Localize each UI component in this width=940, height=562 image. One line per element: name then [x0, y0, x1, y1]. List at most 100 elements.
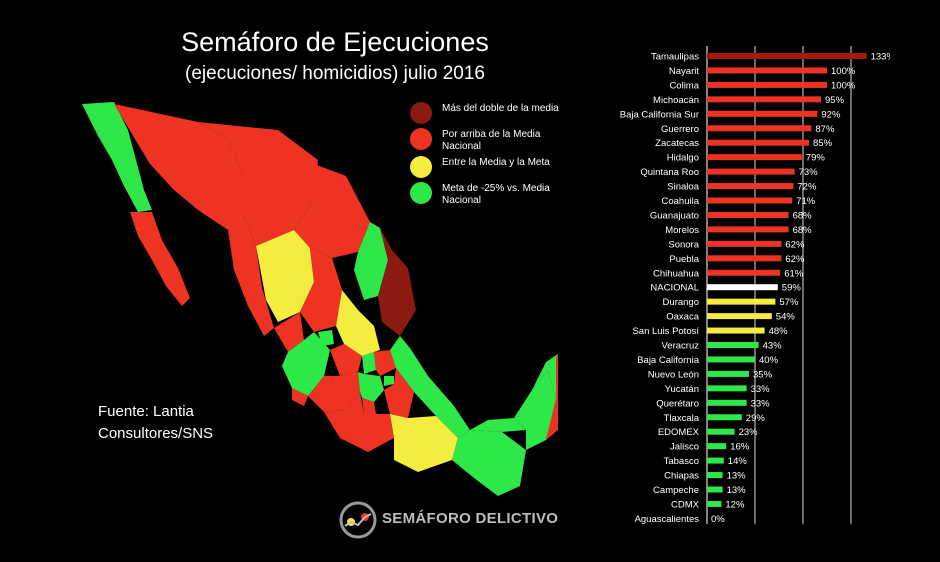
legend-label: Entre la Media y la Meta [442, 157, 550, 168]
bar [707, 125, 812, 132]
value-label: 68% [793, 225, 813, 236]
map-coahuila [294, 164, 370, 258]
bar [707, 500, 722, 507]
map-quintana-roo [546, 354, 558, 440]
logo: SEMÁFORO DELICTIVO [338, 498, 558, 542]
category-label: Nuevo León [648, 369, 699, 380]
bar [707, 139, 809, 146]
value-label: 48% [769, 326, 789, 337]
category-label: Colima [669, 80, 699, 91]
legend-label: Más del doble de la media [442, 103, 559, 114]
category-label: Tlaxcala [664, 413, 700, 424]
category-label: Quintana Roo [640, 167, 699, 178]
value-label: 35% [753, 369, 773, 380]
bar [707, 443, 727, 450]
value-label: 95% [825, 95, 845, 106]
legend-item-doble: Más del doble de la media [410, 100, 580, 134]
value-label: 12% [725, 499, 745, 510]
bar [707, 428, 735, 435]
value-label: 100% [831, 80, 856, 91]
value-label: 62% [785, 239, 805, 250]
value-label: 79% [806, 153, 826, 164]
category-label: Durango [663, 297, 699, 308]
mexico-map [82, 102, 558, 496]
value-label: 57% [779, 297, 799, 308]
category-label: Michoacán [653, 95, 699, 106]
category-label: Chihuahua [653, 268, 700, 279]
value-label: 68% [793, 210, 813, 221]
value-label: 43% [763, 341, 783, 352]
value-label: 72% [797, 182, 817, 193]
map-colima [292, 388, 308, 406]
value-label: 62% [785, 254, 805, 265]
category-label: Guerrero [661, 124, 699, 135]
chart-title: Semáforo de Ejecuciones [181, 27, 489, 57]
category-label: Puebla [669, 254, 699, 265]
category-label: Tamaulipas [651, 52, 699, 63]
bar [707, 269, 781, 276]
category-label: Zacatecas [655, 138, 699, 149]
category-label: Nayarit [669, 66, 699, 77]
category-label: Campeche [653, 485, 699, 496]
legend-item-meta: Meta de -25% vs. Media Nacional [410, 180, 580, 214]
category-label: Guanajuato [650, 210, 699, 221]
category-label: San Luis Potosí [632, 326, 699, 337]
value-label: 13% [727, 485, 747, 496]
map-nayarit [274, 312, 304, 352]
category-label: CDMX [671, 499, 700, 510]
bar [707, 211, 789, 218]
bar [707, 197, 793, 204]
category-label: Sonora [668, 239, 699, 250]
legend-item-entre: Entre la Media y la Meta [410, 154, 580, 188]
value-label: 59% [782, 283, 802, 294]
value-label: 71% [796, 196, 816, 207]
map-sonora [114, 104, 244, 230]
value-label: 33% [751, 398, 771, 409]
legend-item-arriba: Por arriba de la Media Nacional [410, 126, 580, 160]
category-label: Chiapas [664, 471, 699, 482]
bar [707, 96, 821, 103]
bar [707, 327, 765, 334]
category-label: Morelos [665, 225, 699, 236]
bar [707, 414, 742, 421]
source-note: Fuente: Lantia Consultores/SNS [98, 403, 214, 442]
category-label: Baja California Sur [620, 109, 699, 120]
value-label: 92% [821, 109, 841, 120]
map-zacatecas [300, 248, 342, 332]
value-label: 61% [784, 268, 804, 279]
bar [707, 486, 723, 493]
category-label: Hidalgo [667, 153, 699, 164]
value-label: 16% [730, 442, 750, 453]
map-baja-california [82, 102, 152, 212]
map-sinaloa [228, 212, 274, 336]
bar [707, 313, 772, 320]
value-label: 73% [799, 167, 819, 178]
value-label: 54% [776, 312, 796, 323]
category-label: NACIONAL [650, 283, 699, 294]
bar [707, 298, 776, 305]
map-hidalgo [374, 350, 396, 376]
bar [707, 255, 782, 262]
legend-swatch [410, 128, 432, 150]
bar [707, 356, 755, 363]
bar [707, 457, 724, 464]
semaforo-logo-icon [339, 501, 377, 539]
legend-swatch [410, 102, 432, 124]
bar [707, 385, 747, 392]
bar [707, 370, 749, 377]
map-aguascalientes [318, 330, 334, 346]
value-label: 14% [728, 456, 748, 467]
map-cdmx [374, 384, 380, 392]
category-label: Coahuila [662, 196, 700, 207]
value-label: 100% [831, 66, 856, 77]
category-label: EDOMEX [658, 427, 700, 438]
category-label: Jalisco [670, 442, 699, 453]
logo-text: SEMÁFORO DELICTIVO [382, 510, 559, 527]
map-oaxaca [390, 414, 458, 472]
map-queretaro [362, 352, 376, 374]
legend-label: Por arriba de la Media Nacional [442, 129, 541, 152]
bar [707, 342, 759, 348]
map-veracruz [390, 336, 470, 438]
category-label: Veracruz [662, 341, 700, 352]
map-puebla [384, 368, 414, 418]
